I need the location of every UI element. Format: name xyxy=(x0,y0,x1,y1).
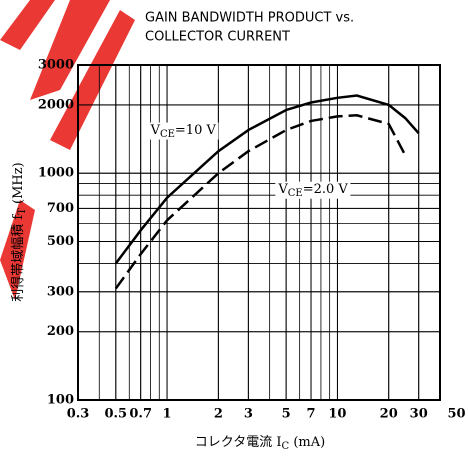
watermark-stroke xyxy=(0,0,55,50)
plot-frame xyxy=(77,64,441,401)
x-tick-label: 5 xyxy=(282,407,291,422)
y-tick-label: 300 xyxy=(47,284,74,299)
annotation-rest: =10 V xyxy=(175,123,217,138)
x-tick-label: 3 xyxy=(244,407,253,422)
annotation-bg xyxy=(275,181,351,199)
annotation: VCE=2.0 V xyxy=(277,182,348,199)
x-tick-label: 50 xyxy=(447,407,465,422)
y-tick-label: 700 xyxy=(47,201,74,216)
y-axis-label-main: 利得帯域幅積 f xyxy=(10,214,26,302)
x-axis-label-sub: C xyxy=(282,441,290,452)
x-tick-label: 7 xyxy=(307,407,316,422)
y-tick-label: 2000 xyxy=(38,97,74,112)
annotation-main: V xyxy=(150,123,161,138)
x-tick-label: 10 xyxy=(328,407,346,422)
watermark xyxy=(0,0,135,300)
x-tick-label: 0.7 xyxy=(129,407,152,422)
x-tick-label: 2 xyxy=(214,407,223,422)
x-tick-label: 0.5 xyxy=(104,407,127,422)
watermark-stroke xyxy=(30,0,110,100)
annotation-sub: CE xyxy=(160,129,175,140)
x-tick-label: 20 xyxy=(380,407,398,422)
y-tick-label: 3000 xyxy=(38,58,74,73)
x-axis-label-main: コレクタ電流 I xyxy=(195,435,282,450)
y-axis-label-sub: T xyxy=(17,208,28,215)
y-tick-label: 500 xyxy=(47,234,74,249)
y-axis-label: 利得帯域幅積 fT (MHz) xyxy=(10,162,28,301)
x-tick-label: 30 xyxy=(410,407,428,422)
y-tick-label: 100 xyxy=(47,393,74,408)
annotation: VCE=10 V xyxy=(150,123,217,140)
data-line xyxy=(114,114,407,290)
annotation-bg xyxy=(147,122,219,140)
annotation-main: V xyxy=(277,182,288,197)
annotation-rest: =2.0 V xyxy=(303,182,349,197)
chart-title: GAIN BANDWIDTH PRODUCT vs. xyxy=(145,11,354,26)
x-tick-label: 0.3 xyxy=(67,407,90,422)
y-tick-label: 200 xyxy=(47,324,74,339)
x-axis-label: コレクタ電流 IC (mA) xyxy=(195,435,325,452)
y-tick-label: 1000 xyxy=(38,166,74,181)
watermark-stroke xyxy=(0,200,35,300)
x-tick-label: 1 xyxy=(163,407,172,422)
annotation-sub: CE xyxy=(288,188,303,199)
data-line xyxy=(114,94,420,265)
chart-title: COLLECTOR CURRENT xyxy=(145,30,290,45)
x-axis-label-unit: (mA) xyxy=(289,435,325,450)
watermark-stroke xyxy=(50,10,135,150)
y-axis-label-unit: (MHz) xyxy=(11,162,26,208)
